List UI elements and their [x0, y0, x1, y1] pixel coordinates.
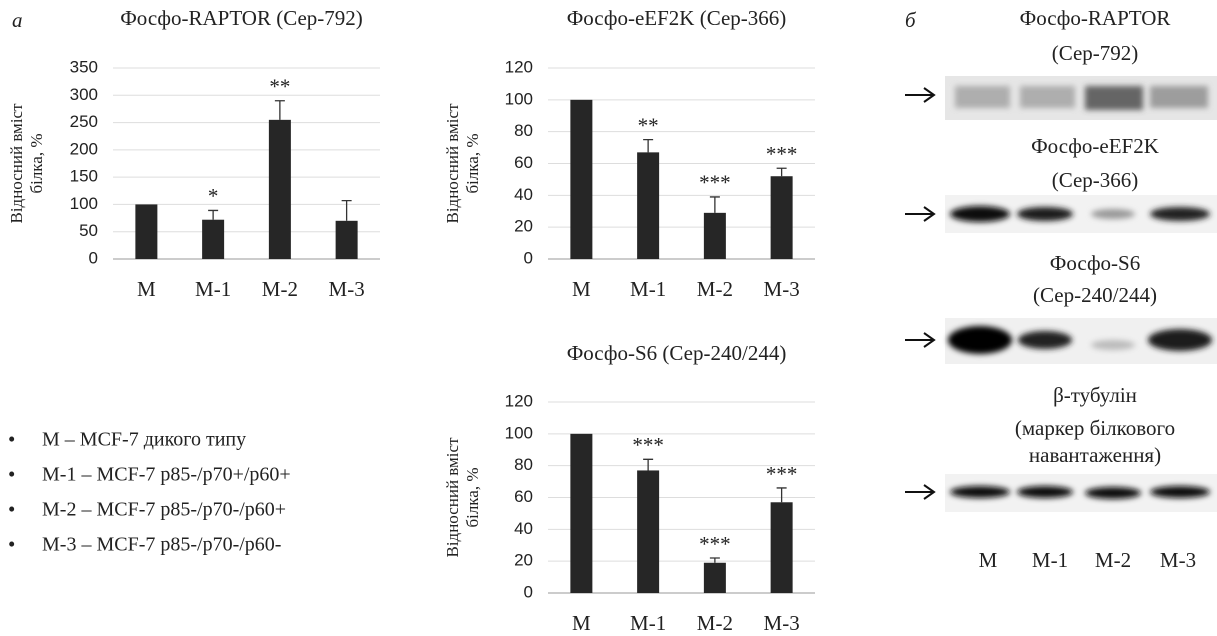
error-bar — [643, 459, 653, 470]
y-tick-label: 0 — [524, 248, 533, 267]
lane-label: M-3 — [1160, 548, 1196, 572]
significance: ** — [269, 75, 290, 99]
y-axis-label: Відносний вміст — [443, 103, 462, 224]
legend-bullet: • — [8, 497, 15, 521]
lane-label: M — [979, 548, 998, 572]
x-tick-label: M — [137, 277, 156, 301]
y-tick-label: 250 — [70, 112, 98, 131]
error-bar — [275, 101, 285, 120]
panel-label: б — [905, 8, 917, 32]
bar — [637, 152, 659, 259]
figure: а б — [0, 0, 1217, 636]
legend-bullet: • — [8, 427, 15, 451]
y-tick-label: 80 — [514, 121, 533, 140]
x-tick-label: M-1 — [630, 277, 666, 301]
y-tick-label: 300 — [70, 85, 98, 104]
blot-label: (Сер-366) — [1052, 168, 1139, 192]
bar — [704, 563, 726, 593]
bar — [135, 204, 157, 259]
significance: *** — [766, 462, 798, 486]
significance: *** — [766, 142, 798, 166]
x-tick-label: M-2 — [697, 611, 733, 635]
chart-title: Фосфо-eEF2K (Сер-366) — [567, 6, 787, 30]
bar — [570, 434, 592, 593]
y-tick-label: 80 — [514, 455, 533, 474]
x-tick-label: M-2 — [697, 277, 733, 301]
y-tick-label: 20 — [514, 551, 533, 570]
x-tick-label: M-3 — [329, 277, 365, 301]
y-axis-label: Відносний вміст — [443, 437, 462, 558]
y-tick-label: 60 — [514, 487, 533, 506]
y-tick-label: 350 — [70, 57, 98, 76]
bar — [637, 470, 659, 593]
significance: * — [208, 184, 219, 208]
blot-label: (маркер білкового — [1015, 416, 1175, 440]
y-axis-label: білка, % — [463, 467, 482, 527]
y-tick-label: 100 — [505, 89, 533, 108]
x-tick-label: M-2 — [262, 277, 298, 301]
error-bar — [643, 140, 653, 153]
significance: *** — [699, 532, 731, 556]
legend-item: M – MCF-7 дикого типу — [42, 429, 246, 451]
y-tick-label: 120 — [505, 57, 533, 76]
blot-label: Фосфо-RAPTOR — [1020, 6, 1171, 30]
y-tick-label: 150 — [70, 167, 98, 186]
x-tick-label: M — [572, 277, 591, 301]
bar — [570, 100, 592, 259]
bar — [704, 213, 726, 259]
blot-label: (Сер-792) — [1052, 41, 1139, 65]
chart-title: Фосфо-S6 (Сер-240/244) — [567, 341, 787, 365]
bar — [771, 502, 793, 593]
blot-label: навантаження) — [1029, 443, 1161, 467]
blot-label: Фосфо-eEF2K — [1031, 134, 1159, 158]
legend-item: M-3 – MCF-7 p85-/p70-/p60- — [42, 534, 281, 556]
lane-label: M-2 — [1095, 548, 1131, 572]
x-tick-label: M-3 — [764, 611, 800, 635]
error-bar — [208, 210, 218, 219]
legend-bullet: • — [8, 462, 15, 486]
significance: ** — [638, 113, 659, 137]
significance: *** — [699, 171, 731, 195]
legend-item: M-1 – MCF-7 p85-/p70+/p60+ — [42, 464, 291, 486]
error-bar — [342, 201, 352, 221]
y-tick-label: 20 — [514, 217, 533, 236]
bar — [336, 221, 358, 259]
x-tick-label: M — [572, 611, 591, 635]
blot-label: (Сер-240/244) — [1033, 283, 1157, 307]
y-tick-label: 60 — [514, 153, 533, 172]
legend-bullet: • — [8, 532, 15, 556]
x-tick-label: M-3 — [764, 277, 800, 301]
y-tick-label: 40 — [514, 185, 533, 204]
blot-label: Фосфо-S6 — [1050, 251, 1140, 275]
chart-title: Фосфо-RAPTOR (Сер-792) — [120, 6, 363, 30]
significance: *** — [632, 433, 664, 457]
error-bar — [710, 197, 720, 213]
y-tick-label: 120 — [505, 391, 533, 410]
y-axis-label: білка, % — [27, 133, 46, 193]
panel-label: а — [12, 8, 23, 32]
blot-label: β-тубулін — [1053, 383, 1137, 407]
y-tick-label: 0 — [89, 248, 98, 267]
x-tick-label: M-1 — [630, 611, 666, 635]
y-tick-label: 50 — [79, 221, 98, 240]
legend-item: M-2 – MCF-7 p85-/p70-/p60+ — [42, 499, 286, 521]
bar — [202, 220, 224, 259]
y-tick-label: 200 — [70, 139, 98, 158]
bar — [771, 176, 793, 259]
error-bar — [710, 558, 720, 563]
y-tick-label: 40 — [514, 519, 533, 538]
y-axis-label: білка, % — [463, 133, 482, 193]
y-axis-label: Відносний вміст — [7, 103, 26, 224]
bar — [269, 120, 291, 259]
y-tick-label: 0 — [524, 582, 533, 601]
x-tick-label: M-1 — [195, 277, 231, 301]
lane-label: M-1 — [1032, 548, 1068, 572]
error-bar — [777, 488, 787, 502]
error-bar — [777, 168, 787, 176]
y-tick-label: 100 — [505, 423, 533, 442]
y-tick-label: 100 — [70, 194, 98, 213]
